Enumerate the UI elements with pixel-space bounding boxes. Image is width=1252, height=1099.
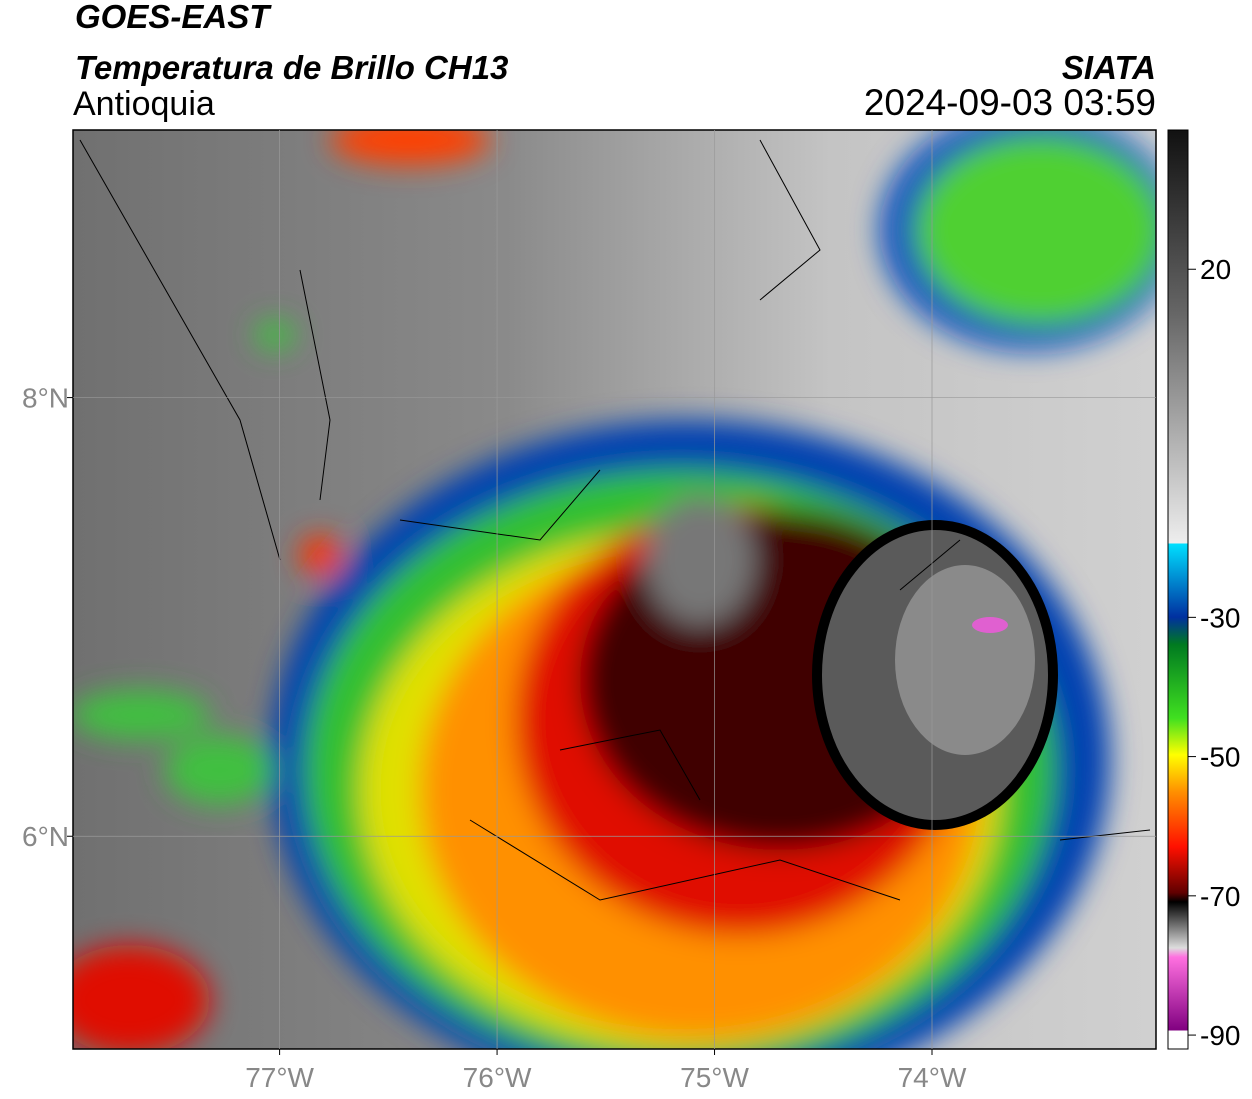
colorbar-label: -30 <box>1200 602 1240 633</box>
y-tick-label: 8°N <box>22 383 69 414</box>
colorbar-label: 20 <box>1200 254 1231 285</box>
colorbar-label: -90 <box>1200 1020 1240 1051</box>
x-tick-label: 77°W <box>245 1062 314 1093</box>
y-tick-label: 6°N <box>22 821 69 852</box>
x-tick-label: 75°W <box>680 1062 749 1093</box>
colorbar <box>1167 129 1189 1050</box>
subtitle: Temperatura de Brillo CH13 <box>75 49 508 86</box>
map-image <box>73 130 1156 1049</box>
colorbar-label: -70 <box>1200 881 1240 912</box>
x-tick-label: 76°W <box>463 1062 532 1093</box>
title: GOES-EAST <box>75 0 272 35</box>
colorbar-label: -50 <box>1200 742 1240 773</box>
datetime: 2024-09-03 03:59 <box>864 82 1156 123</box>
x-tick-label: 74°W <box>898 1062 967 1093</box>
region: Antioquia <box>73 85 215 123</box>
source: SIATA <box>1062 49 1156 86</box>
map-frame <box>72 129 1157 1050</box>
